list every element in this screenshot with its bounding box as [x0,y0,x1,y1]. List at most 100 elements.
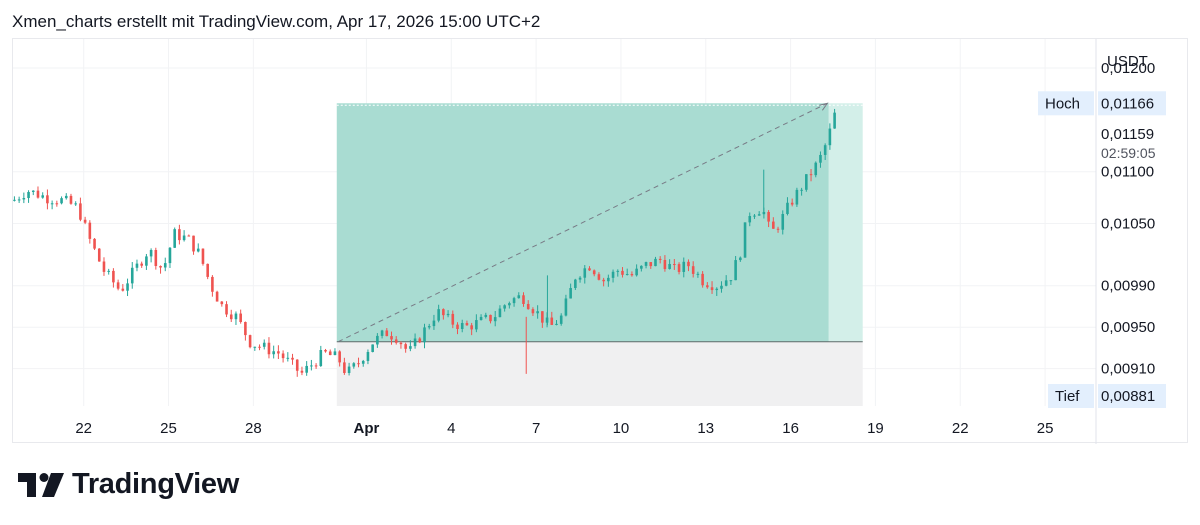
candle-body [654,258,657,267]
candle-body [451,313,455,325]
candle-body [517,295,521,299]
candle-body [149,249,153,257]
candle-body [814,162,818,176]
candle-body [644,262,648,266]
candle-body [93,238,96,249]
x-tick-label: 22 [75,420,92,437]
candle-body [262,342,266,347]
high-value-box [1098,91,1166,116]
x-tick-label: Apr [354,420,380,437]
candle-body [432,320,436,327]
low-value-box [1098,384,1166,408]
candle-body [178,229,181,241]
candle-body [427,326,431,328]
candle-body [508,303,511,306]
candle-body [729,280,733,282]
x-tick-label: 10 [613,420,630,437]
candle-body [371,344,374,352]
high-value: 0,01166 [1101,95,1154,112]
candle-body [720,285,723,289]
candle-body [687,261,690,267]
candle-body [234,313,238,320]
candle-body [399,342,403,345]
candle-body [192,235,195,252]
candle-body [319,349,323,366]
candle-body [489,314,492,322]
candle-body [748,215,752,223]
candle-body [512,298,516,304]
candle-body [291,357,294,360]
candle-body [503,305,506,309]
candle-body [668,263,671,270]
candle-body [569,287,572,299]
candle-body [526,303,530,310]
candle-body [550,317,554,325]
candle-body [220,301,224,305]
candle-body [380,330,384,336]
candle-body [592,270,596,275]
candle-body [159,265,162,268]
candle-body [343,362,346,373]
candle-body [41,195,44,198]
candle-body [706,285,709,288]
candle-body [465,323,469,326]
candle-body [710,287,714,291]
candle-body [196,248,200,252]
candle-body [602,279,605,282]
candle-body [31,190,35,192]
candle-body [790,202,794,205]
candle-body [64,195,68,199]
candle-body [588,268,591,271]
candle-body [46,195,49,204]
candle-body [418,338,422,343]
candle-body [437,309,440,321]
x-tick-label: 25 [1037,420,1054,437]
candle-body [776,228,780,230]
candle-body [800,189,803,191]
candle-body [258,346,261,348]
candle-body [682,261,686,272]
tradingview-logo-icon [18,472,64,497]
candle-body [611,271,615,278]
candle-body [795,189,799,205]
candle-body [229,314,233,320]
candle-body [413,338,417,347]
candle-body [286,357,290,359]
candle-body [772,221,775,229]
candle-body [361,360,365,364]
candle-body [347,366,351,373]
candle-body [753,215,756,217]
candle-body [112,270,115,283]
candle-body [107,270,110,272]
candle-body [102,261,106,272]
x-tick-label: 7 [532,420,540,437]
candle-body [225,304,228,315]
y-tick-label: 0,00950 [1101,319,1155,336]
candle-body [211,276,214,292]
candle-body [442,309,445,316]
candle-body [691,266,695,274]
candle-body [394,339,398,343]
candle-body [173,229,176,248]
candle-body [805,174,808,190]
candle-body [536,311,539,314]
currency-label: USDT [1107,53,1148,70]
candle-body [97,248,101,262]
candle-body [135,263,139,268]
x-tick-label: 22 [952,420,969,437]
candle-body [357,363,360,365]
candle-body [79,203,82,220]
candle-body [324,349,327,352]
candle-body [140,263,143,266]
candle-body [338,351,341,363]
candle-body [715,288,719,291]
candle-body [819,154,822,163]
candle-body [484,314,488,317]
candle-body [310,365,313,367]
last-price-value: 0,01159 [1101,126,1154,143]
y-tick-label: 0,01050 [1101,216,1155,233]
candle-body [126,283,129,291]
candle-body [743,222,747,258]
candle-body [60,198,63,204]
